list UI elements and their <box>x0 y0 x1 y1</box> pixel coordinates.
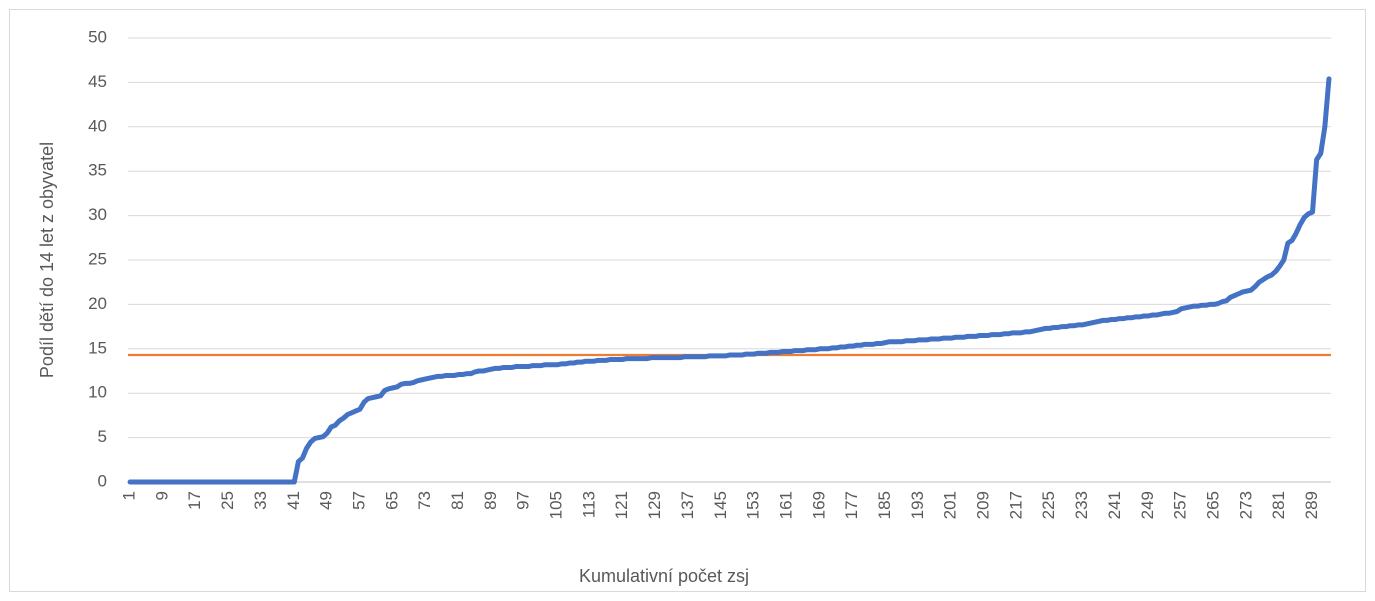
x-tick-label: 233 <box>1072 491 1091 519</box>
y-tick-label: 45 <box>88 72 107 91</box>
x-tick-label: 257 <box>1171 491 1190 519</box>
y-tick-label: 20 <box>88 294 107 313</box>
x-tick-label: 137 <box>678 491 697 519</box>
x-tick-label: 289 <box>1302 491 1321 519</box>
x-tick-label: 89 <box>481 491 500 510</box>
x-tick-label: 9 <box>152 491 171 500</box>
x-tick-label: 73 <box>415 491 434 510</box>
x-tick-label: 153 <box>744 491 763 519</box>
x-tick-label: 185 <box>875 491 894 519</box>
y-tick-label: 10 <box>88 383 107 402</box>
x-tick-label: 169 <box>809 491 828 519</box>
y-tick-label: 50 <box>88 27 107 46</box>
x-tick-label: 217 <box>1006 491 1025 519</box>
x-tick-label: 113 <box>579 491 598 518</box>
x-tick-label: 41 <box>284 491 303 510</box>
x-tick-label: 145 <box>711 491 730 519</box>
y-tick-label: 15 <box>88 338 107 357</box>
chart-frame <box>9 9 1366 592</box>
data-line <box>127 76 1332 485</box>
y-tick-label: 0 <box>98 471 107 490</box>
x-tick-label: 17 <box>185 491 204 510</box>
y-tick-label: 25 <box>88 249 107 268</box>
x-tick-label: 81 <box>448 491 467 510</box>
y-tick-label: 40 <box>88 116 107 135</box>
x-tick-label: 121 <box>612 491 631 519</box>
y-tick-label: 30 <box>88 205 107 224</box>
x-tick-label: 201 <box>941 491 960 519</box>
x-tick-label: 1 <box>120 491 139 500</box>
x-tick-label: 97 <box>514 491 533 510</box>
x-tick-label: 265 <box>1203 491 1222 519</box>
x-tick-label: 25 <box>218 491 237 510</box>
y-tick-label: 35 <box>88 161 107 180</box>
x-axis-title: Kumulativní počet zsj <box>579 566 749 586</box>
x-tick-label: 273 <box>1236 491 1255 519</box>
y-tick-label: 5 <box>98 427 107 446</box>
x-tick-label: 57 <box>349 491 368 510</box>
x-tick-label: 65 <box>382 491 401 510</box>
x-tick-label: 129 <box>645 491 664 519</box>
x-tick-label: 161 <box>776 491 795 519</box>
y-axis-title: Podíl dětí do 14 let z obyvatel <box>37 142 57 378</box>
x-tick-label: 225 <box>1039 491 1058 519</box>
x-tick-label: 241 <box>1105 491 1124 519</box>
x-tick-label: 105 <box>547 491 566 519</box>
x-tick-label: 281 <box>1269 491 1288 519</box>
x-tick-label: 49 <box>317 491 336 510</box>
x-tick-label: 249 <box>1138 491 1157 519</box>
x-tick-label: 177 <box>842 491 861 519</box>
x-tick-label: 193 <box>908 491 927 519</box>
x-tick-label: 209 <box>974 491 993 519</box>
x-tick-label: 33 <box>251 491 270 510</box>
